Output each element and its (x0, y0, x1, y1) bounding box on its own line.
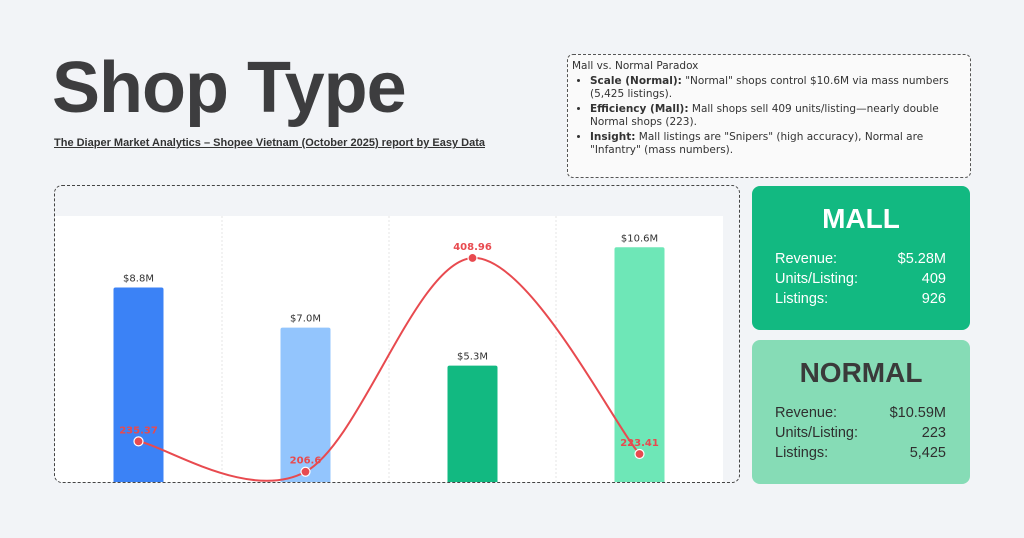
line-point (133, 436, 144, 447)
bar (280, 327, 331, 482)
bar-value-label: $8.8M (123, 273, 154, 284)
normal-summary-card: NORMAL Revenue: $10.59M Units/Listing: 2… (752, 340, 970, 484)
insight-notes-box: Mall vs. Normal Paradox Scale (Normal): … (567, 54, 971, 178)
row-value: 409 (921, 271, 946, 287)
mall-summary-card: MALL Revenue: $5.28M Units/Listing: 409 … (752, 186, 970, 330)
note-text: Mall listings are "Snipers" (high accura… (590, 130, 924, 157)
row-value: 223 (921, 425, 946, 441)
row-label: Units/Listing: (775, 271, 859, 287)
line-value-label: 206.6 (290, 456, 322, 467)
notes-list: Scale (Normal): "Normal" shops control $… (572, 75, 962, 158)
row-label: Listings: (775, 291, 829, 307)
row-label: Revenue: (775, 251, 838, 267)
chart-canvas: $8.8M $7.0M $5.3M $10.6M 235.37 206.6 408.96 22… (55, 216, 723, 482)
line-point (467, 252, 478, 264)
line-value-label: 408.96 (453, 242, 492, 253)
note-item-efficiency: Efficiency (Mall): Mall shops sell 409 u… (590, 103, 962, 130)
row-label: Listings: (775, 445, 829, 461)
mall-units-row: Units/Listing: 409 (752, 269, 970, 289)
bar-value-label: $10.6M (621, 233, 658, 244)
row-label: Revenue: (775, 405, 838, 421)
report-subtitle: The Diaper Market Analytics – Shopee Vie… (54, 137, 485, 149)
line-point (634, 448, 645, 460)
line-point (300, 466, 311, 477)
bar (447, 365, 498, 482)
units-per-listing-line (138, 256, 641, 482)
note-label: Efficiency (Mall): (590, 102, 689, 115)
row-value: 5,425 (909, 445, 946, 461)
note-label: Insight: (590, 130, 636, 143)
row-value: 926 (921, 291, 946, 307)
note-text: "Normal" shops control $10.6M via mass n… (590, 74, 949, 101)
line-value-label: 235.37 (119, 425, 158, 436)
combo-chart: $8.8M $7.0M $5.3M $10.6M 235.37 206.6 408.96 22… (54, 185, 740, 483)
note-text: Mall shops sell 409 units/listing—nearly… (590, 102, 939, 129)
mall-card-title: MALL (822, 203, 900, 234)
normal-units-row: Units/Listing: 223 (752, 423, 970, 443)
page-title: Shop Type (52, 48, 407, 128)
row-value: $5.28M (897, 251, 946, 267)
bar-value-label: $5.3M (457, 352, 488, 363)
mall-revenue-row: Revenue: $5.28M (752, 249, 970, 269)
line-value-label: 223.41 (620, 438, 659, 449)
bar-value-label: $7.0M (290, 314, 321, 325)
row-label: Units/Listing: (775, 425, 859, 441)
note-item-scale: Scale (Normal): "Normal" shops control $… (590, 75, 962, 102)
normal-listings-row: Listings: 5,425 (752, 443, 970, 463)
note-item-insight: Insight: Mall listings are "Snipers" (hi… (590, 131, 962, 158)
note-label: Scale (Normal): (590, 74, 682, 87)
row-value: $10.59M (889, 405, 946, 421)
normal-card-title: NORMAL (799, 357, 923, 388)
normal-revenue-row: Revenue: $10.59M (752, 403, 970, 423)
bar (113, 287, 164, 482)
bar (614, 247, 665, 482)
notes-heading: Mall vs. Normal Paradox (572, 60, 699, 72)
mall-listings-row: Listings: 926 (752, 289, 970, 309)
